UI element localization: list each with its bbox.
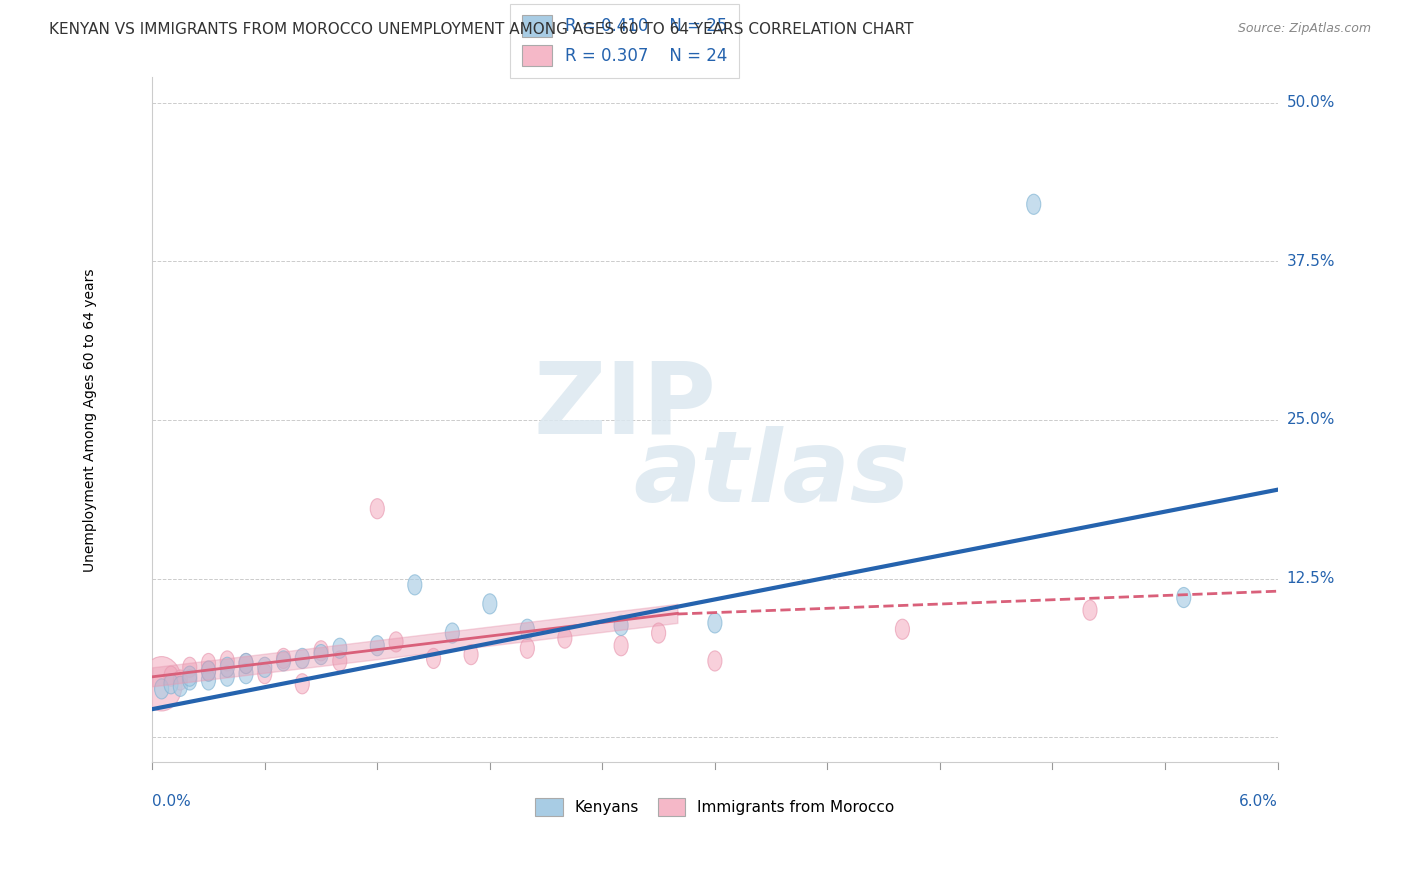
Ellipse shape <box>257 664 271 683</box>
Ellipse shape <box>165 673 179 694</box>
Ellipse shape <box>707 651 721 671</box>
Ellipse shape <box>520 638 534 658</box>
Ellipse shape <box>277 648 291 668</box>
Ellipse shape <box>173 670 187 690</box>
Ellipse shape <box>314 640 328 661</box>
Ellipse shape <box>295 673 309 694</box>
Ellipse shape <box>201 670 215 690</box>
Ellipse shape <box>1177 588 1191 607</box>
Ellipse shape <box>370 636 384 656</box>
Ellipse shape <box>239 654 253 673</box>
Ellipse shape <box>165 666 179 686</box>
Ellipse shape <box>257 657 271 677</box>
Ellipse shape <box>277 651 291 671</box>
Text: 25.0%: 25.0% <box>1286 412 1334 427</box>
Ellipse shape <box>201 661 215 681</box>
Ellipse shape <box>1083 600 1097 620</box>
Ellipse shape <box>314 645 328 665</box>
Text: 37.5%: 37.5% <box>1286 254 1336 268</box>
Ellipse shape <box>183 666 197 686</box>
Legend: Kenyans, Immigrants from Morocco: Kenyans, Immigrants from Morocco <box>527 790 903 823</box>
Text: atlas: atlas <box>633 426 910 524</box>
Ellipse shape <box>370 499 384 519</box>
Ellipse shape <box>482 594 496 614</box>
Ellipse shape <box>295 648 309 668</box>
Text: 0.0%: 0.0% <box>152 794 191 809</box>
Text: Unemployment Among Ages 60 to 64 years: Unemployment Among Ages 60 to 64 years <box>83 268 97 572</box>
Ellipse shape <box>333 651 347 671</box>
Ellipse shape <box>221 657 235 677</box>
Ellipse shape <box>707 613 721 633</box>
Ellipse shape <box>558 628 572 648</box>
Ellipse shape <box>183 670 197 690</box>
Ellipse shape <box>520 619 534 640</box>
Ellipse shape <box>614 615 628 635</box>
Ellipse shape <box>1026 194 1040 214</box>
Ellipse shape <box>173 676 187 697</box>
Ellipse shape <box>201 661 215 681</box>
Ellipse shape <box>239 654 253 673</box>
Ellipse shape <box>408 574 422 595</box>
Text: KENYAN VS IMMIGRANTS FROM MOROCCO UNEMPLOYMENT AMONG AGES 60 TO 64 YEARS CORRELA: KENYAN VS IMMIGRANTS FROM MOROCCO UNEMPL… <box>49 22 914 37</box>
Ellipse shape <box>896 619 910 640</box>
Ellipse shape <box>651 623 665 643</box>
Text: 12.5%: 12.5% <box>1286 571 1334 586</box>
Ellipse shape <box>141 657 183 711</box>
Ellipse shape <box>614 636 628 656</box>
Ellipse shape <box>464 645 478 665</box>
Text: 50.0%: 50.0% <box>1286 95 1334 111</box>
Ellipse shape <box>389 632 404 652</box>
Ellipse shape <box>201 654 215 673</box>
Text: ZIP: ZIP <box>533 358 716 455</box>
Ellipse shape <box>221 666 235 686</box>
Ellipse shape <box>333 638 347 658</box>
Ellipse shape <box>221 651 235 671</box>
Ellipse shape <box>183 657 197 677</box>
Text: Source: ZipAtlas.com: Source: ZipAtlas.com <box>1237 22 1371 36</box>
Ellipse shape <box>426 648 440 668</box>
Ellipse shape <box>155 679 169 699</box>
Text: 6.0%: 6.0% <box>1239 794 1278 809</box>
Ellipse shape <box>446 623 460 643</box>
Ellipse shape <box>239 664 253 683</box>
